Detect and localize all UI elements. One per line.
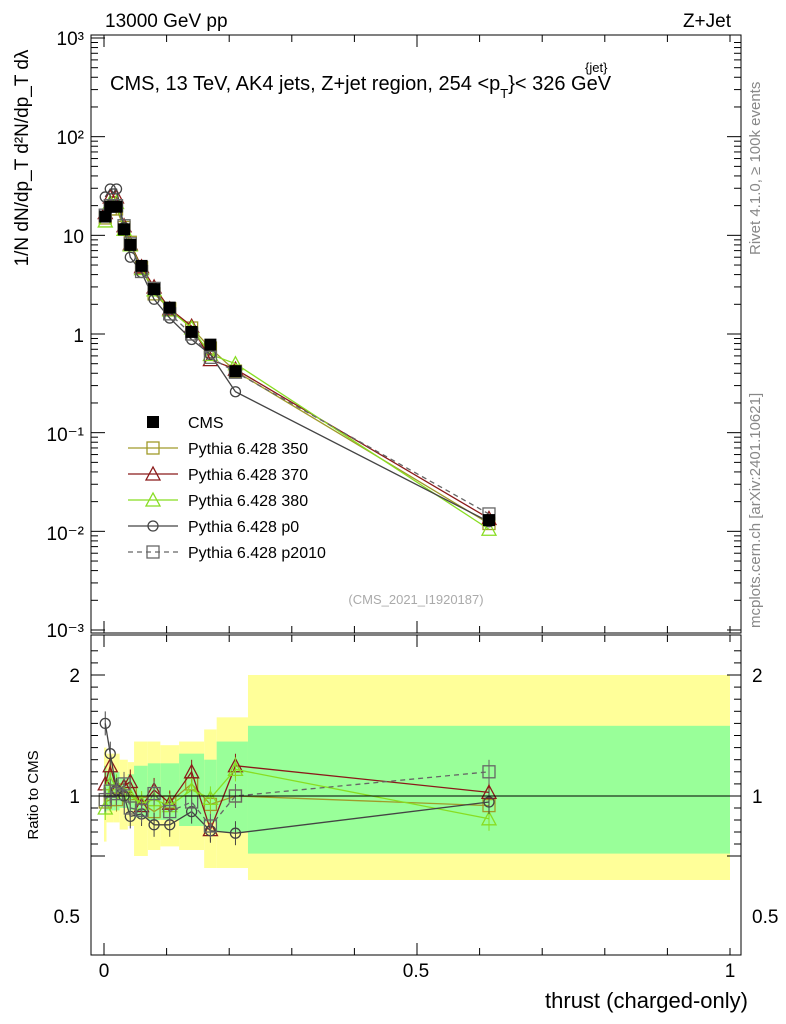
series-point-ratio bbox=[109, 786, 124, 801]
series-point-ratio bbox=[123, 801, 137, 815]
cms-data-point bbox=[118, 223, 131, 236]
series-point-ratio bbox=[99, 717, 111, 730]
cms-data-point bbox=[135, 259, 148, 272]
legend-item: Pythia 6.428 p0 bbox=[128, 519, 299, 536]
series-point-ratio bbox=[183, 763, 200, 779]
series-point-ratio bbox=[134, 803, 149, 818]
series-line-ratio bbox=[104, 771, 490, 828]
legend-item: CMS bbox=[147, 415, 224, 432]
legend-marker bbox=[147, 520, 159, 532]
series-point-main bbox=[203, 350, 218, 364]
legend-marker bbox=[146, 441, 160, 455]
y-ratio-label: Ratio to CMS bbox=[25, 750, 42, 839]
legend-item: Pythia 6.428 350 bbox=[128, 441, 308, 458]
x-tick-labels: 0 0.5 1 bbox=[99, 961, 736, 982]
series-point-ratio bbox=[480, 810, 498, 826]
legend-item: Pythia 6.428 p2010 bbox=[128, 545, 326, 562]
ratio-tick-05-left: 0.5 bbox=[54, 907, 80, 928]
legend-marker bbox=[144, 491, 162, 507]
ratio-frame bbox=[90, 634, 742, 956]
x-axis-label: thrust (charged-only) bbox=[545, 988, 748, 1013]
y-tick-1e-1: 10⁻¹ bbox=[47, 425, 85, 446]
cms-data-point bbox=[110, 200, 123, 213]
y-tick-10: 10 bbox=[63, 227, 84, 248]
legend-item: Pythia 6.428 370 bbox=[128, 465, 308, 484]
y-main-label: 1/N dN/dp_T d²N/dp_T dλ bbox=[12, 49, 33, 266]
legend-label: Pythia 6.428 p2010 bbox=[188, 545, 326, 562]
ratio-tick-1-left: 1 bbox=[69, 787, 80, 808]
series-point-ratio bbox=[147, 786, 161, 801]
series-point-main bbox=[229, 386, 242, 398]
series-point-ratio bbox=[102, 757, 119, 773]
ratio-tick-2-left: 2 bbox=[69, 666, 80, 687]
series-point-ratio bbox=[148, 819, 160, 831]
series-point-main bbox=[104, 183, 116, 195]
mcplots-label: mcplots.cern.ch [arXiv:2401.10621] bbox=[747, 393, 764, 628]
analysis-id: (CMS_2021_I1920187) bbox=[348, 592, 483, 607]
cms-data-point bbox=[185, 325, 198, 338]
cms-data-point bbox=[99, 210, 112, 223]
ratio-tick-1-right: 1 bbox=[752, 787, 763, 808]
y-tick-1e-2: 10⁻² bbox=[47, 524, 85, 545]
cms-data-point bbox=[124, 238, 137, 251]
main-panel-series bbox=[97, 183, 498, 536]
cms-data-point bbox=[482, 514, 495, 527]
legend-marker bbox=[147, 416, 159, 428]
legend: CMS Pythia 6.428 350 Pythia 6.428 370 Pythi… bbox=[128, 415, 326, 562]
y-tick-1e2: 10² bbox=[57, 128, 84, 149]
series-point-ratio bbox=[229, 827, 242, 839]
series-point-ratio bbox=[104, 748, 116, 760]
rivet-label: Rivet 4.1.0, ≥ 100k events bbox=[747, 82, 764, 255]
series-point-ratio bbox=[163, 804, 177, 819]
ratio-tick-05-right: 0.5 bbox=[752, 907, 778, 928]
series-point-ratio bbox=[227, 761, 244, 777]
ratio-tick-2-right: 2 bbox=[752, 666, 763, 687]
cms-data-point bbox=[204, 338, 217, 351]
series-point-main bbox=[124, 251, 136, 263]
series-point-ratio bbox=[97, 799, 114, 815]
plot-title-tail: }< 326 GeV bbox=[508, 73, 612, 95]
plot-title-sub: T bbox=[500, 86, 508, 101]
y-main-tick-labels: 10³ 10² 10 1 10⁻¹ 10⁻² 10⁻³ bbox=[47, 29, 85, 642]
series-line-ratio bbox=[104, 723, 490, 834]
series-point-main bbox=[110, 183, 123, 195]
y-tick-1: 1 bbox=[73, 326, 84, 347]
legend-label: Pythia 6.428 p0 bbox=[188, 519, 299, 536]
plot-title-sup: {jet} bbox=[585, 60, 608, 75]
x-tick-1: 1 bbox=[725, 961, 736, 982]
ratio-band-green bbox=[216, 741, 248, 832]
x-tick-05: 0.5 bbox=[403, 961, 429, 982]
series-point-ratio bbox=[483, 796, 495, 808]
legend-label: Pythia 6.428 350 bbox=[188, 441, 308, 458]
legend-label: CMS bbox=[188, 415, 224, 432]
series-point-ratio bbox=[482, 765, 496, 779]
y-tick-1e-3: 10⁻³ bbox=[47, 621, 85, 642]
y-tick-1e3: 10³ bbox=[57, 29, 84, 50]
series-point-ratio bbox=[203, 819, 218, 833]
process-label: Z+Jet bbox=[683, 11, 732, 32]
legend-label: Pythia 6.428 370 bbox=[188, 467, 308, 484]
series-point-ratio bbox=[202, 790, 219, 806]
ratio-tick-labels: 2 1 0.5 2 1 0.5 bbox=[54, 666, 779, 928]
legend-item: Pythia 6.428 380 bbox=[128, 491, 308, 510]
energy-label: 13000 GeV pp bbox=[105, 11, 228, 32]
legend-marker bbox=[144, 465, 162, 481]
ratio-panel-series bbox=[97, 711, 498, 846]
cms-data-point bbox=[229, 365, 242, 378]
legend-marker bbox=[146, 545, 160, 559]
series-point-main bbox=[480, 520, 498, 536]
axis-ticks bbox=[91, 35, 741, 955]
series-point-ratio bbox=[117, 777, 131, 791]
cms-data-point bbox=[163, 301, 176, 314]
legend-label: Pythia 6.428 380 bbox=[188, 493, 308, 510]
plot-title: CMS, 13 TeV, AK4 jets, Z+jet region, 254… bbox=[110, 73, 612, 101]
x-tick-0: 0 bbox=[99, 961, 110, 982]
cms-data-point bbox=[148, 283, 161, 296]
